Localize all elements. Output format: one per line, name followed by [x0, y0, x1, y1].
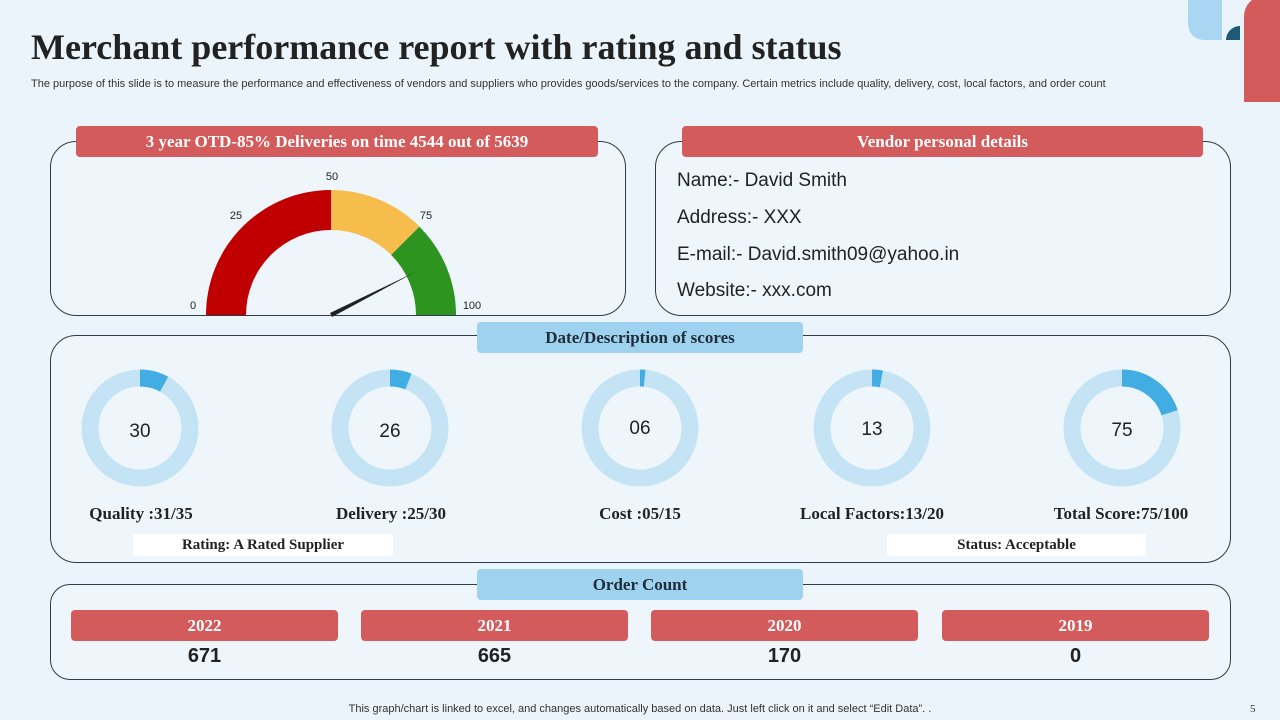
score-label-local-factors: Local Factors:13/20: [800, 504, 944, 523]
order-year-2021: 2021: [361, 610, 628, 641]
corner-decoration-red: [1244, 0, 1280, 102]
vendor-email: E-mail:- David.smith09@yahoo.in: [677, 244, 960, 265]
score-label-cost: Cost :05/15: [599, 504, 681, 523]
vendor-website: Website:- xxx.com: [677, 280, 832, 301]
vendor-address: Address:- XXX: [677, 207, 802, 228]
score-label-quality: Quality :31/35: [89, 504, 193, 523]
score-value-quality: 30: [129, 421, 151, 442]
gauge-tick-50: 50: [326, 171, 338, 183]
footer-note: This graph/chart is linked to excel, and…: [348, 703, 932, 715]
otd-banner: 3 year OTD-85% Deliveries on time 4544 o…: [76, 126, 598, 157]
donut-fill: [1063, 369, 1181, 487]
corner-decoration-blue: [1188, 0, 1222, 40]
order-count-2021: 665: [477, 645, 512, 667]
score-donut-delivery: 26: [330, 368, 450, 488]
gauge-tick-0: 0: [190, 300, 196, 312]
score-label-total: Total Score:75/100: [1053, 504, 1189, 523]
rating-note: Rating: A Rated Supplier: [133, 534, 393, 556]
score-value-delivery: 26: [379, 421, 401, 442]
page-title: Merchant performance report with rating …: [31, 27, 842, 67]
gauge-segment-green: [391, 226, 456, 315]
order-count-2019: 0: [1069, 645, 1082, 667]
order-year-2022: 2022: [71, 610, 338, 641]
otd-gauge: 0 25 50 75 100: [190, 171, 481, 317]
order-count-2022: 671: [187, 645, 222, 667]
order-year-2020: 2020: [651, 610, 918, 641]
gauge-tick-100: 100: [463, 300, 481, 312]
order-count-banner: Order Count: [477, 569, 803, 600]
score-donut-local-factors: 13: [812, 368, 932, 488]
gauge-segment-yellow: [331, 190, 420, 255]
status-note: Status: Acceptable: [887, 534, 1146, 556]
vendor-banner: Vendor personal details: [682, 126, 1203, 157]
donut-fill: [813, 369, 931, 487]
vendor-name: Name:- David Smith: [677, 170, 847, 191]
scores-banner: Date/Description of scores: [477, 322, 803, 353]
donut-fill: [81, 369, 199, 487]
score-value-local-factors: 13: [861, 419, 883, 440]
order-count-2020: 170: [767, 645, 802, 667]
score-donut-total: 75: [1062, 368, 1182, 488]
page-subtitle: The purpose of this slide is to measure …: [31, 78, 1106, 90]
vendor-details-panel: [655, 141, 1231, 316]
order-year-2019: 2019: [942, 610, 1209, 641]
gauge-tick-75: 75: [420, 210, 432, 222]
score-donut-quality: 30: [80, 368, 200, 488]
score-donut-cost: 06: [580, 368, 700, 488]
corner-decoration-teal: [1226, 26, 1240, 40]
page-number: 5: [1250, 703, 1256, 715]
score-value-cost: 06: [629, 418, 651, 439]
gauge-segment-red: [206, 190, 331, 315]
score-label-delivery: Delivery :25/30: [336, 504, 446, 523]
score-value-total: 75: [1111, 420, 1133, 441]
donut-fill: [581, 369, 699, 487]
gauge-needle: [330, 271, 416, 317]
donut-fill: [331, 369, 449, 487]
gauge-tick-25: 25: [230, 210, 242, 222]
